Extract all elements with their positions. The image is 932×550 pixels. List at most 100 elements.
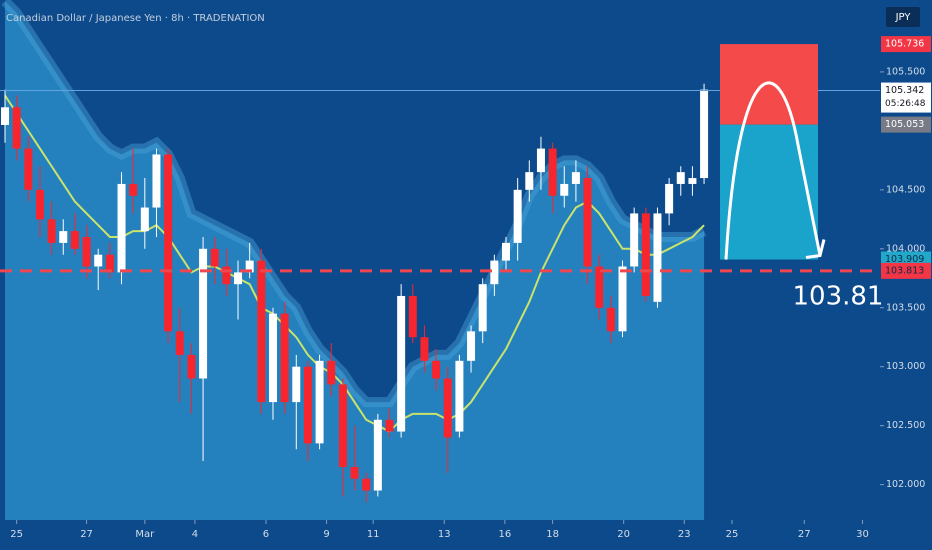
candle-body <box>245 260 254 273</box>
candle-body <box>385 419 394 432</box>
x-tick-label: 9 <box>323 529 329 540</box>
candle-body <box>280 313 289 403</box>
candle-body <box>455 360 464 432</box>
target-zone <box>720 124 818 260</box>
candle-body <box>164 154 173 332</box>
candle-body <box>653 213 662 302</box>
candle-body <box>94 254 103 267</box>
candle-body <box>315 360 324 444</box>
candle-body <box>175 331 184 355</box>
candle-body <box>257 260 266 403</box>
candle-body <box>443 378 452 438</box>
support-tag: 103.813 <box>885 265 924 276</box>
candle-body <box>129 183 138 196</box>
candle-body <box>688 178 697 184</box>
x-tick-label: 6 <box>263 529 269 540</box>
x-tick-label: Mar <box>135 529 155 540</box>
candle-body <box>513 189 522 243</box>
target-annotation: 103.81 <box>793 282 884 312</box>
candle-body <box>1 107 10 125</box>
stop-tag-box <box>881 36 931 53</box>
candle-body <box>35 189 44 220</box>
candle-body <box>420 337 429 361</box>
candle-body <box>560 183 569 196</box>
candle-body <box>432 360 441 379</box>
candle-body <box>502 242 511 261</box>
candle-body <box>630 213 639 267</box>
y-tick-label: 102.500 <box>886 420 925 431</box>
candle-body <box>362 478 371 491</box>
x-tick-label: 25 <box>10 529 23 540</box>
band-edge <box>1 0 707 408</box>
candle-body <box>327 360 336 385</box>
candle-body <box>595 266 604 308</box>
x-tick-label: 13 <box>438 529 451 540</box>
y-tick-label: 102.000 <box>886 479 925 490</box>
candle-body <box>408 295 417 338</box>
support-tag-box <box>881 262 931 279</box>
current-tag-box <box>881 82 931 113</box>
candle-body <box>12 107 21 149</box>
x-tick-label: 4 <box>192 529 198 540</box>
candle-body <box>292 366 301 403</box>
forecast-arrowhead <box>805 239 826 260</box>
candle-body <box>583 178 592 267</box>
candle-body <box>140 207 149 232</box>
candle-body <box>105 254 114 273</box>
candle-body <box>571 172 580 184</box>
x-tick-label: 25 <box>726 529 739 540</box>
stop-zone <box>720 44 818 125</box>
candle-body <box>373 419 382 491</box>
candle-body <box>641 213 650 296</box>
y-tick-label: 103.000 <box>886 361 925 372</box>
candle-body <box>59 231 68 243</box>
x-tick-label: 27 <box>798 529 811 540</box>
entry-tag: 105.053 <box>885 119 924 130</box>
target-tag: 103.909 <box>885 254 924 265</box>
candle-body <box>24 148 33 190</box>
x-tick-label: 16 <box>498 529 511 540</box>
candle-body <box>478 284 487 332</box>
candle-body <box>222 266 231 285</box>
candle-body <box>397 295 406 432</box>
y-tick-label: 105.500 <box>886 66 925 77</box>
candle-body <box>467 331 476 361</box>
candle-body <box>665 183 674 214</box>
candle-body <box>268 313 277 403</box>
y-tick-label: 104.000 <box>886 243 925 254</box>
candle-body <box>338 384 347 467</box>
candle-body <box>350 466 359 479</box>
candle-body <box>548 148 557 196</box>
candle-body <box>47 219 56 243</box>
candle-body <box>210 248 219 267</box>
candle-body <box>618 266 627 332</box>
stop-tag: 105.736 <box>885 39 924 50</box>
currency-box <box>886 7 920 27</box>
x-tick-label: 18 <box>546 529 559 540</box>
candle-body <box>70 231 79 249</box>
x-tick-label: 30 <box>856 529 869 540</box>
candle-body <box>700 89 709 179</box>
candle-body <box>606 307 615 332</box>
candle-body <box>117 183 126 273</box>
x-tick-label: 27 <box>80 529 93 540</box>
countdown: 05:26:48 <box>885 99 926 109</box>
candle-body <box>199 248 208 379</box>
forecast-curve <box>724 81 822 260</box>
candle-body <box>676 172 685 184</box>
currency-label: JPY <box>895 12 912 23</box>
x-tick-label: 20 <box>617 529 630 540</box>
candle-body <box>536 148 545 173</box>
candle-body <box>490 260 499 285</box>
x-tick-label: 11 <box>367 529 380 540</box>
y-tick-label: 104.500 <box>886 184 925 195</box>
candle-body <box>234 272 243 285</box>
plot-area: 103.81 <box>0 0 884 524</box>
y-tick-label: 103.500 <box>886 302 925 313</box>
candle-body <box>82 237 91 267</box>
entry-tag-box <box>881 116 931 133</box>
candle-body <box>303 366 312 444</box>
candle-body <box>525 172 534 190</box>
candle-body <box>187 354 196 379</box>
